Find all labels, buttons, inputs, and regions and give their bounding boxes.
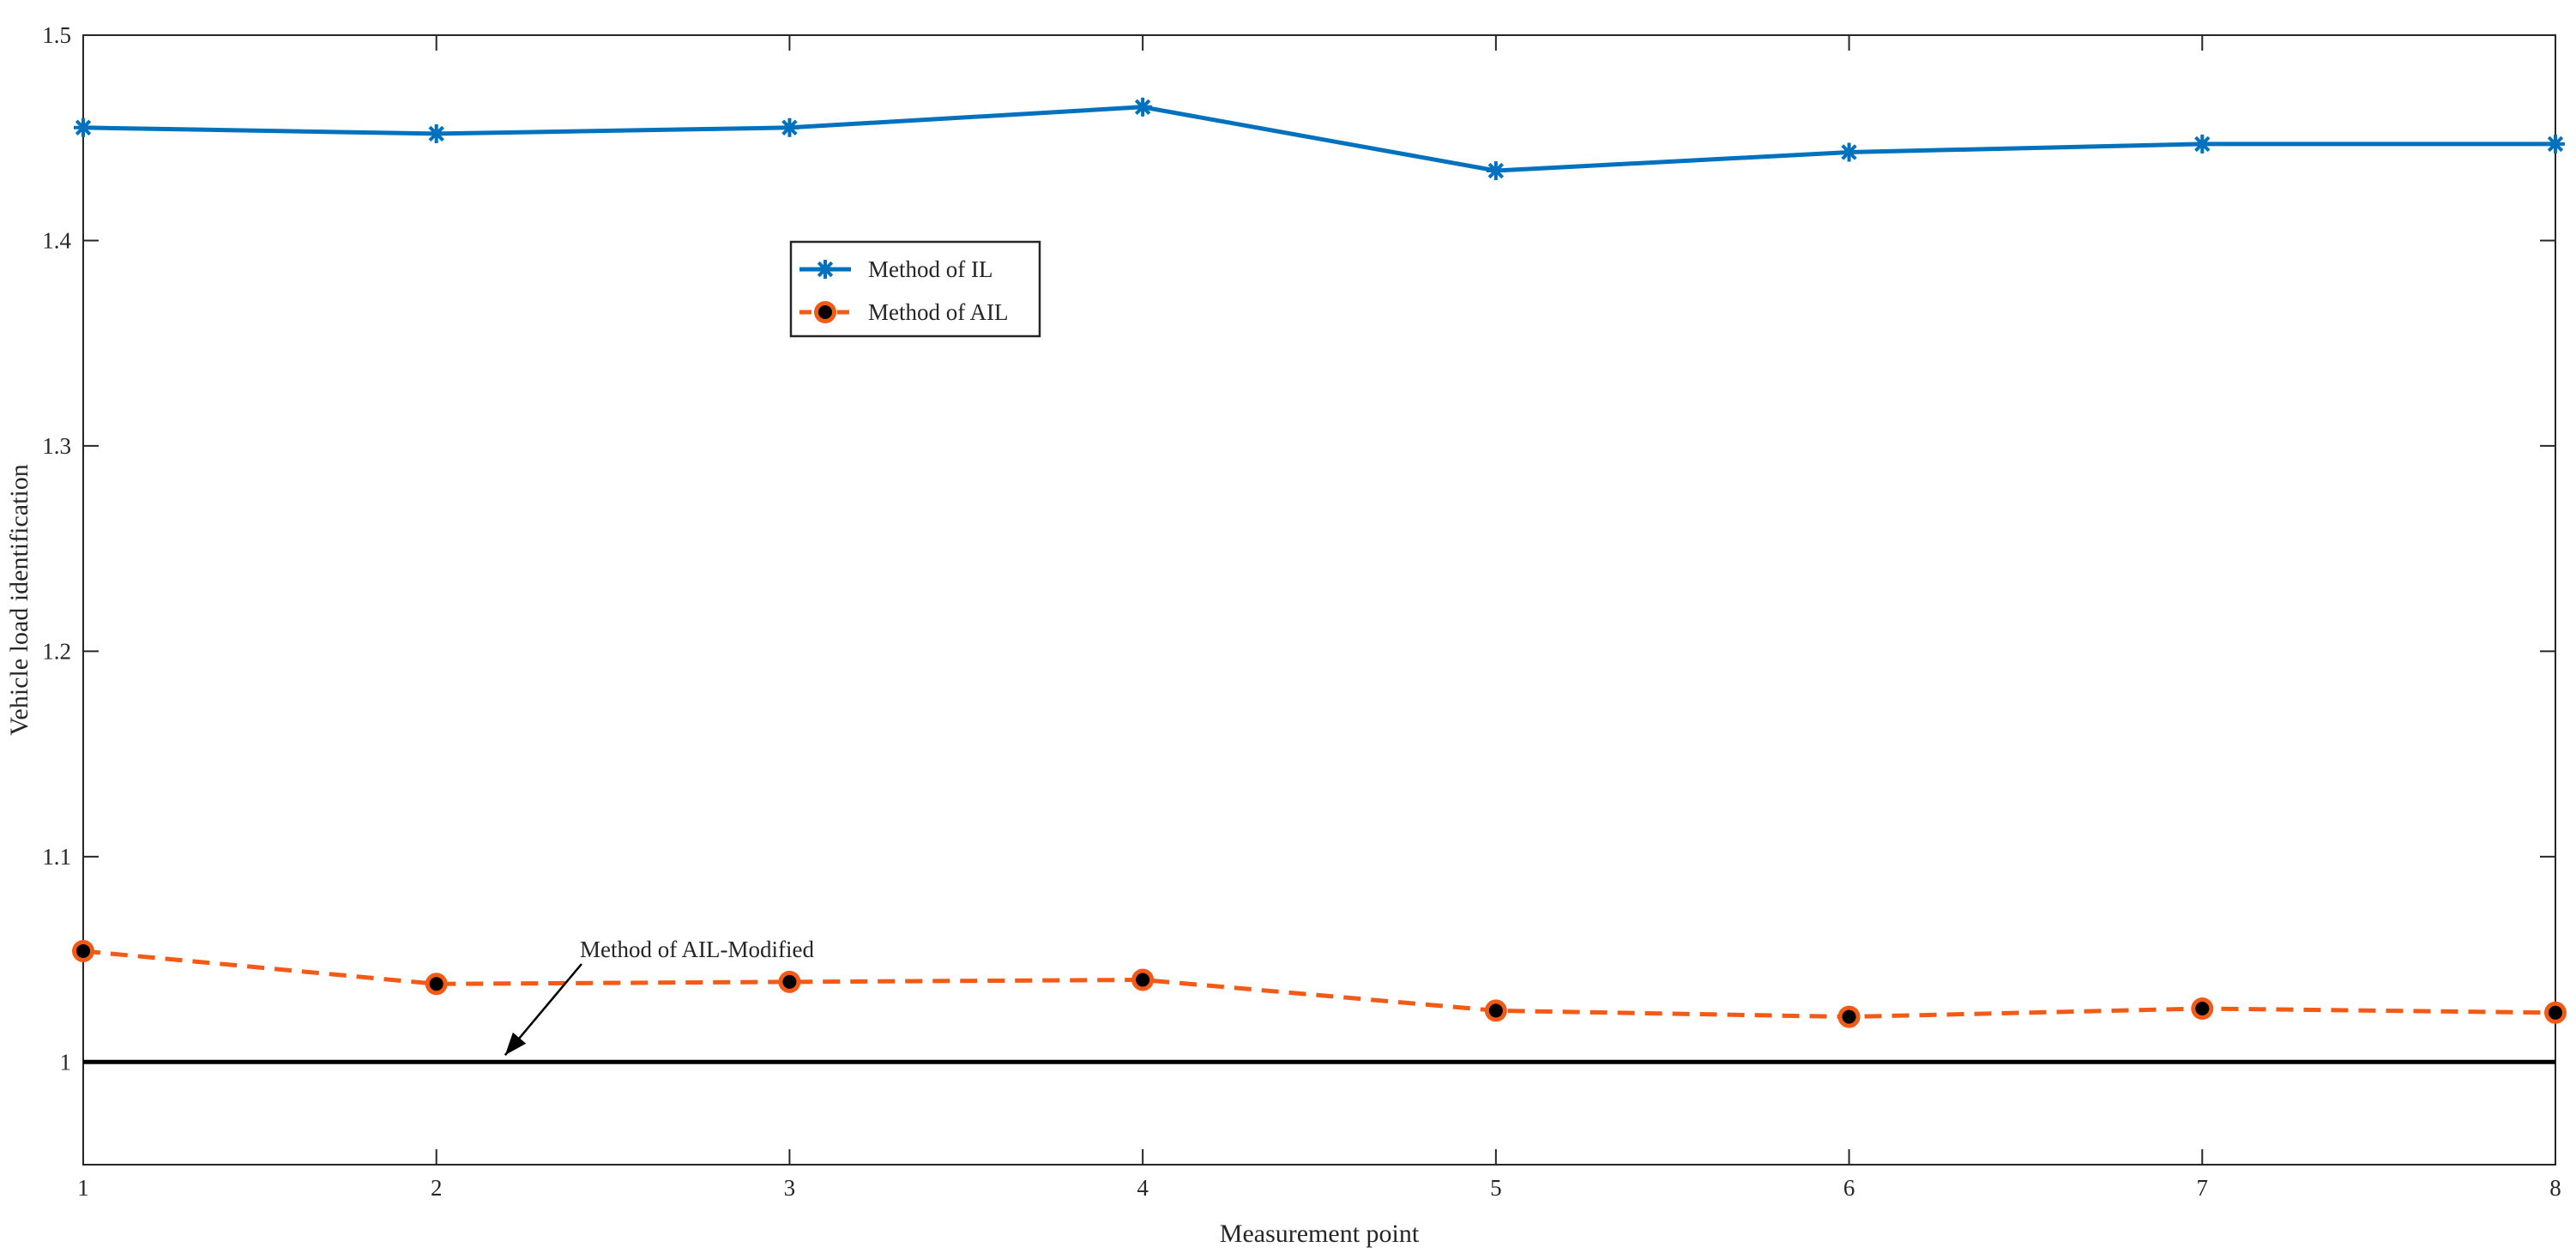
y-tick-label: 1.4 [42,227,71,253]
asterisk-marker [426,123,446,143]
x-axis-label: Measurement point [1220,1220,1420,1248]
x-tick-label: 3 [784,1175,796,1201]
asterisk-marker [780,117,799,137]
x-tick-label: 6 [1843,1175,1855,1201]
x-tick-label: 8 [2549,1175,2561,1201]
asterisk-marker [1486,161,1505,181]
asterisk-marker [2546,134,2565,154]
series-markers [72,97,2567,1028]
series-line-0 [82,105,2555,173]
y-axis-label: Vehicle load identification [5,464,33,736]
asterisk-marker [1839,142,1859,162]
asterisk-marker [1133,97,1153,117]
y-tick-label: 1.5 [42,22,71,48]
asterisk-marker [2193,134,2212,154]
legend-label: Method of AIL [868,299,1008,325]
asterisk-marker [74,117,93,137]
x-tick-label: 7 [2197,1175,2209,1201]
annotation-text: Method of AIL-Modified [580,937,814,962]
y-tick-label: 1.1 [42,844,71,870]
series-lines [82,105,2556,1064]
x-tick-label: 4 [1137,1175,1149,1201]
circle-marker [2191,997,2214,1021]
circle-marker [1484,999,1507,1022]
circle-marker [778,970,801,993]
asterisk-marker [816,260,835,279]
series-line-1 [82,949,2556,1020]
y-tick-label: 1.3 [42,433,71,459]
x-tick-label: 2 [431,1175,443,1201]
plot-area [82,34,2556,1166]
circle-marker [814,301,836,323]
y-tick-label: 1.2 [42,638,71,664]
circle-marker [425,973,448,996]
y-tick-label: 1 [60,1049,72,1075]
legend: Method of IL Method of AIL [789,240,1041,338]
x-tick-label: 1 [77,1175,89,1201]
x-tick-label: 5 [1490,1175,1502,1201]
annotation-arrow-head [504,1032,527,1056]
circle-marker [1131,968,1155,991]
annotation: Method of AIL-Modified [504,937,814,1057]
circle-marker [72,939,94,962]
circle-marker [1837,1005,1861,1028]
circle-marker [2544,1001,2567,1024]
legend-label: Method of IL [868,256,992,282]
axis-tick-labels: 1 2 3 4 5 6 7 8 1 1.1 1.2 1.3 1.4 1.5 [42,22,2561,1201]
